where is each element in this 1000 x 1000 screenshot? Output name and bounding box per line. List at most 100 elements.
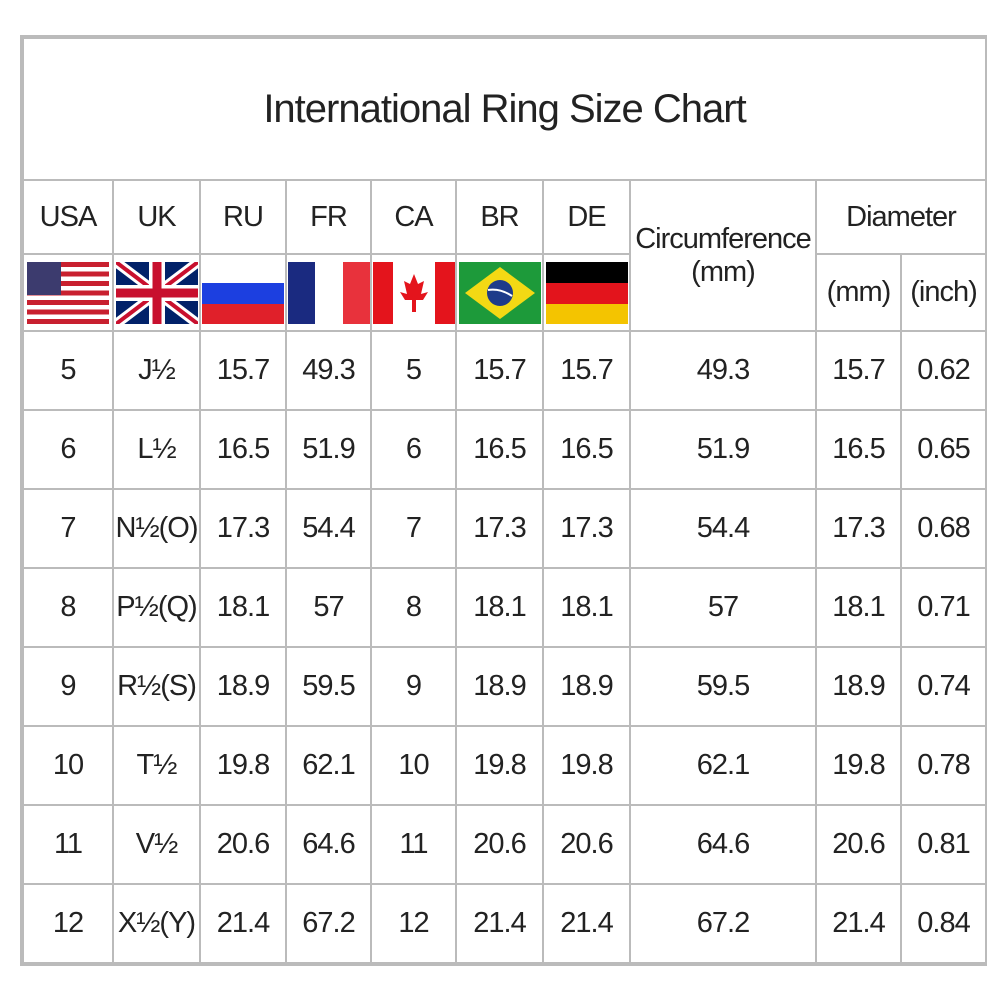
cell-diameter-inch: 0.71	[899, 567, 988, 648]
cell-br: 15.7	[455, 330, 544, 411]
cell-diameter-mm: 18.9	[815, 646, 902, 727]
cell-circumference-mm: 67.2	[629, 883, 817, 964]
cell-usa: 6	[22, 409, 114, 490]
cell-circumference-mm: 64.6	[629, 804, 817, 885]
cell-circumference-mm: 51.9	[629, 409, 817, 490]
cell-circumference-mm: 54.4	[629, 488, 817, 569]
cell-ru: 18.1	[199, 567, 287, 648]
cell-diameter-mm: 18.1	[815, 567, 902, 648]
cell-ca: 7	[370, 488, 457, 569]
cell-fr: 49.3	[285, 330, 372, 411]
chart-title: International Ring Size Chart	[21, 37, 988, 181]
cell-usa: 5	[22, 330, 114, 411]
cell-uk: T½	[112, 725, 201, 806]
cell-ru: 20.6	[199, 804, 287, 885]
header-ca: CA	[370, 179, 457, 255]
cell-br: 18.9	[455, 646, 544, 727]
cell-br: 21.4	[455, 883, 544, 964]
ring-size-table: International Ring Size Chart USA UK RU …	[21, 37, 988, 964]
cell-fr: 57	[285, 567, 372, 648]
header-br: BR	[455, 179, 544, 255]
header-fr: FR	[285, 179, 372, 255]
cell-circumference-mm: 57	[629, 567, 817, 648]
germany-flag-icon	[542, 253, 631, 332]
cell-ru: 16.5	[199, 409, 287, 490]
header-diameter: Diameter	[814, 179, 988, 255]
uk-flag-icon	[112, 253, 201, 332]
cell-ca: 11	[370, 804, 457, 885]
cell-diameter-mm: 21.4	[815, 883, 902, 964]
table-row: 9 R½(S) 18.9 59.5 9 18.9 18.9 59.5 18.9 0.74	[22, 646, 988, 727]
cell-de: 17.3	[542, 488, 631, 569]
cell-diameter-inch: 0.81	[899, 804, 988, 885]
cell-usa: 10	[22, 725, 114, 806]
cell-ca: 12	[370, 883, 457, 964]
table-row: 7 N½(O) 17.3 54.4 7 17.3 17.3 54.4 17.3 0.68	[22, 488, 988, 569]
cell-circumference-mm: 49.3	[629, 330, 817, 411]
header-de: DE	[542, 179, 631, 255]
cell-usa: 12	[22, 883, 114, 964]
cell-uk: N½(O)	[112, 488, 201, 569]
cell-fr: 62.1	[285, 725, 372, 806]
cell-br: 17.3	[455, 488, 544, 569]
cell-diameter-inch: 0.84	[899, 883, 988, 964]
cell-uk: R½(S)	[112, 646, 201, 727]
cell-usa: 7	[22, 488, 114, 569]
cell-br: 20.6	[455, 804, 544, 885]
cell-diameter-inch: 0.78	[899, 725, 988, 806]
header-diameter-mm: (mm)	[815, 253, 902, 332]
cell-uk: L½	[112, 409, 201, 490]
cell-br: 18.1	[455, 567, 544, 648]
cell-circumference-mm: 62.1	[629, 725, 817, 806]
cell-diameter-mm: 20.6	[815, 804, 902, 885]
cell-ru: 19.8	[199, 725, 287, 806]
circumference-unit: (mm)	[691, 255, 756, 288]
cell-uk: J½	[112, 330, 201, 411]
cell-uk: X½(Y)	[112, 883, 201, 964]
circumference-label: Circumference	[635, 222, 812, 255]
cell-ca: 9	[370, 646, 457, 727]
cell-fr: 51.9	[285, 409, 372, 490]
cell-br: 16.5	[455, 409, 544, 490]
header-ru: RU	[199, 179, 287, 255]
table-row: 11 V½ 20.6 64.6 11 20.6 20.6 64.6 20.6 0.81	[22, 804, 988, 885]
cell-diameter-mm: 17.3	[815, 488, 902, 569]
header-usa: USA	[22, 179, 114, 255]
cell-diameter-inch: 0.65	[899, 409, 988, 490]
cell-ru: 17.3	[199, 488, 287, 569]
france-flag-icon	[285, 253, 372, 332]
table-row: 12 X½(Y) 21.4 67.2 12 21.4 21.4 67.2 21.4 0.84	[22, 883, 988, 964]
cell-usa: 11	[22, 804, 114, 885]
canada-flag-icon	[370, 253, 457, 332]
cell-de: 18.9	[542, 646, 631, 727]
cell-ca: 6	[370, 409, 457, 490]
cell-de: 21.4	[542, 883, 631, 964]
ring-size-chart: International Ring Size Chart USA UK RU …	[20, 35, 988, 966]
brazil-flag-icon	[455, 253, 544, 332]
cell-ru: 18.9	[199, 646, 287, 727]
cell-ca: 8	[370, 567, 457, 648]
russia-flag-icon	[199, 253, 287, 332]
header-uk: UK	[112, 179, 201, 255]
cell-uk: P½(Q)	[112, 567, 201, 648]
table-row: 8 P½(Q) 18.1 57 8 18.1 18.1 57 18.1 0.71	[22, 567, 988, 648]
header-circumference: Circumference (mm)	[629, 179, 817, 332]
cell-de: 19.8	[542, 725, 631, 806]
table-row: 5 J½ 15.7 49.3 5 15.7 15.7 49.3 15.7 0.62	[22, 330, 988, 411]
cell-uk: V½	[112, 804, 201, 885]
cell-usa: 9	[22, 646, 114, 727]
cell-ca: 10	[370, 725, 457, 806]
cell-diameter-inch: 0.62	[899, 330, 988, 411]
cell-ca: 5	[370, 330, 457, 411]
cell-circumference-mm: 59.5	[629, 646, 817, 727]
cell-ru: 15.7	[199, 330, 287, 411]
cell-de: 16.5	[542, 409, 631, 490]
cell-diameter-inch: 0.74	[899, 646, 988, 727]
cell-diameter-mm: 19.8	[815, 725, 902, 806]
cell-br: 19.8	[455, 725, 544, 806]
cell-fr: 64.6	[285, 804, 372, 885]
cell-diameter-mm: 15.7	[815, 330, 902, 411]
cell-de: 20.6	[542, 804, 631, 885]
us-flag-icon	[22, 253, 114, 332]
cell-de: 15.7	[542, 330, 631, 411]
